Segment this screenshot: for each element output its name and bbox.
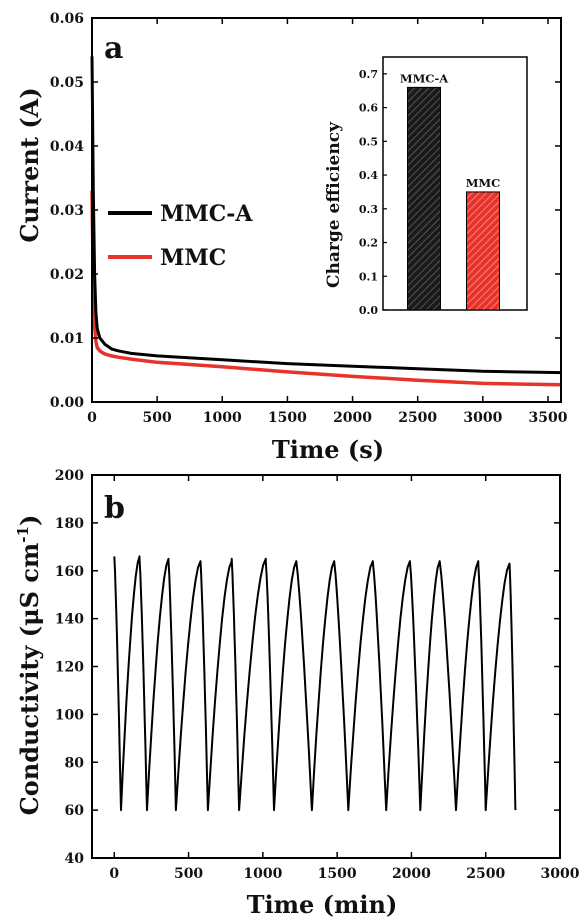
inset-bar-label-mmc: MMC [466,176,501,190]
inset-bar-mmc-a [407,86,441,311]
inset-y-tick-label: 0.6 [359,102,378,115]
conductivity-series-line [113,555,517,812]
panel-b-x-tick-label: 500 [174,866,203,882]
inset-y-tick-label: 0.4 [359,169,378,182]
inset-frame [382,56,528,311]
inset-y-tick-label: 0.0 [359,304,378,317]
panel-a-y-tick-label: 0.06 [50,11,84,27]
panel-a-x-tick-label: 3000 [463,410,502,426]
panel-a-x-axis-label: Time (s) [272,435,384,464]
panel-b-y-tick-label: 100 [55,707,84,723]
panel-a-x-tick-label: 2000 [333,410,372,426]
legend-label-mmc-a: MMC-A [160,201,253,227]
panel-b-y-axis-label-close: ) [15,515,44,526]
legend-label-mmc: MMC [160,245,226,271]
panel-b-y-tick-label: 40 [65,851,85,867]
inset-y-axis-label: Charge efficiency [324,121,344,288]
panel-a-y-tick-label: 0.05 [50,75,84,91]
panel-b-y-tick-label: 160 [55,564,84,580]
panel-a-y-tick-label: 0.03 [50,203,84,219]
panel-b-x-tick-label: 3000 [541,866,580,882]
panel-b-y-tick-label: 60 [65,803,85,819]
panel-b-x-tick-label: 1500 [318,866,357,882]
panel-b-x-tick-label: 2000 [392,866,431,882]
panel-a-y-tick-label: 0.04 [50,139,84,155]
panel-b-y-axis-label-superscript: -1 [14,526,32,543]
panel-b-x-tick-label: 1000 [243,866,282,882]
charge-efficiency-inset: Charge efficiency 0.0 0.1 0.2 0.3 0.4 0.5 0.6 0… [324,56,528,317]
panel-b-letter: b [104,491,125,526]
panel-a-letter: a [104,31,123,66]
panel-a-legend: MMC-A MMC [108,201,253,271]
series-line-mmc-a [90,56,562,375]
panel-b-x-tick-label: 0 [109,866,119,882]
panel-a-y-tick-label: 0.01 [50,331,84,347]
inset-y-tick-label: 0.5 [359,135,378,148]
panel-a-y-axis-label: Current (A) [15,87,44,242]
panel-b-frame [91,474,561,859]
panel-b-y-axis-label: Conductivity (μS cm-1) [14,515,44,816]
inset-bar-mmc [466,191,500,311]
inset-bar-label-mmc-a: MMC-A [400,71,449,85]
inset-y-tick-label: 0.7 [359,68,378,81]
panel-b: b 0 500 1000 1500 2000 2500 3000 40 60 80 100 120 14… [14,468,580,919]
panel-a-x-tick-label: 3500 [528,410,567,426]
inset-y-tick-label: 0.2 [359,237,378,250]
panel-b-y-tick-label: 80 [65,755,85,771]
panel-a-x-tick-label: 1000 [203,410,242,426]
panel-b-y-tick-label: 180 [55,516,84,532]
panel-a-x-tick-label: 1500 [268,410,307,426]
panel-b-y-axis-label-main: Conductivity (μS cm [15,543,44,816]
panel-a-y-tick-label: 0.00 [50,395,84,411]
panel-b-x-tick-label: 2500 [466,866,505,882]
inset-y-tick-label: 0.1 [359,270,378,283]
panel-b-y-tick-label: 140 [55,612,84,628]
panel-a: a 0 500 1000 1500 2000 2500 3000 3500 0.00 0.01 0.… [15,11,568,464]
panel-b-x-axis-label: Time (min) [247,890,398,919]
panel-a-x-tick-label: 500 [143,410,172,426]
panel-a-y-tick-label: 0.02 [50,267,84,283]
panel-b-y-tick-label: 120 [55,660,84,676]
panel-b-y-tick-label: 200 [55,468,84,484]
panel-a-x-tick-label: 0 [87,410,97,426]
panel-a-x-tick-label: 2500 [398,410,437,426]
panel-b-plot-area [113,555,517,812]
inset-y-tick-label: 0.3 [359,203,378,216]
